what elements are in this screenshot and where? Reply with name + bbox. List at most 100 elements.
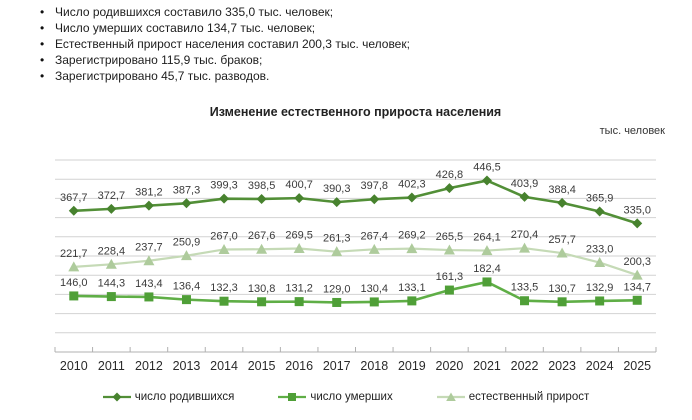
data-label: 426,8 (436, 169, 464, 181)
square-legend-icon (278, 393, 307, 401)
data-label: 250,9 (173, 237, 201, 249)
square-marker (219, 296, 229, 306)
data-label: 130,8 (248, 283, 276, 295)
diamond-marker (369, 194, 380, 205)
triangle-marker (68, 261, 80, 272)
data-label: 143,4 (135, 278, 163, 290)
legend-item-born: число родившихся (102, 391, 235, 403)
diamond-marker (594, 206, 605, 217)
square-marker (632, 295, 642, 305)
year-label: 2023 (548, 359, 576, 373)
data-label: 134,7 (623, 281, 651, 293)
year-label: 2011 (98, 359, 125, 373)
diamond-marker (181, 198, 192, 209)
diamond-marker (481, 175, 492, 186)
data-label: 264,1 (473, 232, 501, 244)
square-marker (181, 295, 191, 305)
triangle-marker (143, 255, 155, 266)
data-label: 182,4 (473, 263, 501, 275)
year-label: 2012 (135, 359, 163, 373)
data-label: 367,7 (60, 192, 88, 204)
data-label: 257,7 (548, 234, 576, 246)
data-label: 388,4 (548, 184, 576, 196)
diamond-marker (256, 193, 267, 204)
data-label: 267,0 (210, 230, 238, 242)
triangle-marker (368, 243, 380, 254)
data-label: 233,0 (586, 244, 614, 256)
diamond-marker (294, 193, 305, 204)
diamond-marker (557, 197, 568, 208)
year-label: 2015 (248, 359, 276, 373)
bullet-item-divorces: Зарегистрировано 45,7 тыс. разводов. (38, 68, 410, 84)
series-born: 367,7 372,7 381,2 387,3 399,3 398,5 400,7 390,3… (60, 162, 651, 229)
year-label: 2021 (473, 359, 501, 373)
x-axis-ticks (54, 347, 657, 352)
year-label: 2013 (173, 359, 201, 373)
data-label: 397,8 (361, 180, 389, 192)
data-label: 387,3 (173, 184, 201, 196)
data-label: 130,7 (548, 283, 576, 295)
data-label: 335,0 (623, 204, 651, 216)
square-marker (106, 292, 116, 302)
year-label: 2024 (586, 359, 614, 373)
bullet-item-marriages: Зарегистрировано 115,9 тыс. браков; (38, 52, 410, 68)
gridlines (55, 159, 656, 353)
year-label: 2025 (623, 359, 651, 373)
triangle-marker (443, 244, 455, 255)
diamond-marker (444, 183, 455, 194)
data-label: 144,3 (98, 278, 126, 290)
series-died: 146,0 144,3 143,4 136,4 132,3 130,8 131,2 129,0… (60, 263, 651, 307)
data-label: 261,3 (323, 233, 351, 245)
natural-increase-line (73, 247, 638, 277)
data-label: 228,4 (98, 245, 126, 257)
data-label: 372,7 (98, 190, 126, 202)
data-label: 267,4 (361, 230, 389, 242)
year-label: 2014 (210, 359, 238, 373)
data-label: 200,3 (623, 256, 651, 268)
legend-label: число родившихся (134, 391, 235, 403)
triangle-marker (594, 257, 606, 268)
year-label: 2019 (398, 359, 426, 373)
data-label: 270,4 (511, 229, 539, 241)
year-label: 2020 (436, 359, 464, 373)
triangle-marker (556, 247, 568, 258)
data-label: 133,1 (398, 282, 426, 294)
data-label: 365,9 (586, 192, 614, 204)
data-label: 161,3 (436, 271, 464, 283)
diamond-marker (106, 203, 117, 214)
square-marker (482, 277, 492, 287)
summary-bullet-list: Число родившихся составило 335,0 тыс. че… (38, 4, 410, 84)
triangle-marker (218, 243, 230, 254)
square-marker (369, 297, 379, 307)
data-label: 381,2 (135, 187, 163, 199)
data-label: 130,4 (361, 283, 389, 295)
square-marker (407, 296, 417, 306)
data-label: 400,7 (285, 179, 313, 191)
legend-label: число умерших (310, 391, 393, 403)
square-marker (557, 297, 567, 307)
died-line (73, 280, 638, 304)
square-marker (69, 291, 79, 301)
data-label: 221,7 (60, 248, 88, 260)
square-marker (144, 292, 154, 302)
x-axis-labels: 2010 2011 2012 2013 2014 2015 2016 2017 2018 2019… (60, 359, 651, 373)
triangle-marker (331, 246, 343, 257)
bullet-item-natural-increase: Естественный прирост населения составил … (38, 36, 410, 52)
square-marker (257, 297, 267, 307)
data-label: 132,3 (210, 282, 238, 294)
year-label: 2022 (511, 359, 539, 373)
data-label: 390,3 (323, 183, 351, 195)
born-line (73, 179, 638, 225)
square-marker (595, 296, 605, 306)
diamond-marker (68, 205, 79, 216)
square-marker (332, 297, 342, 307)
legend-item-died: число умерших (278, 391, 393, 403)
data-label: 402,3 (398, 179, 426, 191)
triangle-marker (293, 243, 305, 254)
diamond-marker (143, 200, 154, 211)
triangle-marker (406, 243, 418, 254)
bullet-item-deaths: Число умерших составило 134,7 тыс. челов… (38, 20, 410, 36)
chart-units-label: тыс. человек (599, 125, 665, 137)
data-label: 265,5 (436, 231, 464, 243)
legend-label: естественный прирост (468, 391, 590, 403)
